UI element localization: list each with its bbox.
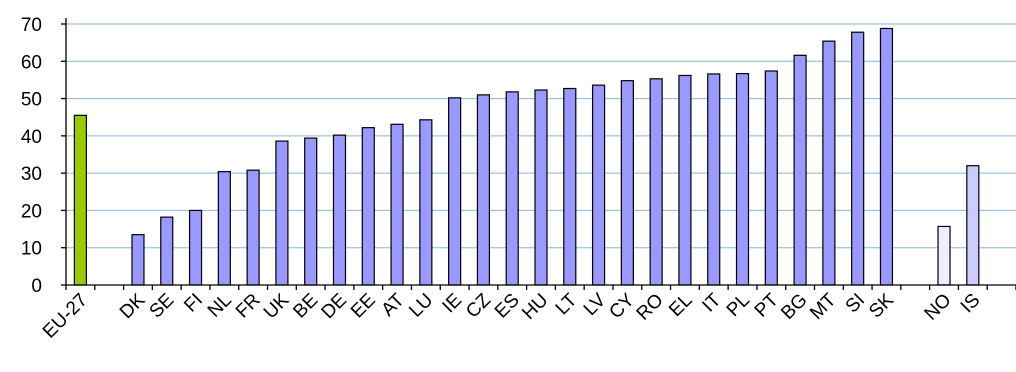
category-label: AT: [378, 289, 409, 320]
category-label: SK: [865, 289, 898, 322]
axes: [65, 18, 1016, 290]
y-tick-label: 50: [21, 90, 42, 111]
category-label: CZ: [462, 289, 495, 322]
y-tick-labels: 0 10 20 30 40 50 60 70: [21, 15, 66, 297]
bars: [73, 27, 980, 286]
bar-ee: [361, 127, 375, 286]
bar-be: [304, 137, 318, 286]
category-label: PT: [751, 289, 783, 321]
bar-mt: [822, 40, 836, 286]
bar-de: [332, 134, 347, 286]
bar-fi: [188, 209, 203, 286]
category-label: NL: [204, 290, 236, 322]
category-label: HU: [518, 290, 552, 324]
bar-at: [390, 123, 404, 286]
bar-cz: [476, 94, 491, 286]
bar-cy: [620, 80, 634, 286]
bar-el: [678, 74, 692, 286]
category-label: IS: [957, 290, 985, 318]
bar-bg: [793, 54, 807, 286]
category-label: SE: [146, 290, 179, 323]
bar-lu: [419, 119, 433, 286]
bar-sk: [879, 27, 894, 286]
category-label: FI: [180, 290, 207, 317]
y-tick-label: 40: [21, 127, 42, 148]
bar-hu: [534, 89, 548, 286]
category-label: LT: [552, 289, 582, 319]
category-label: DK: [116, 289, 150, 323]
bar-si: [851, 31, 865, 286]
y-tick-label: 70: [21, 15, 42, 36]
category-label: IT: [698, 289, 725, 316]
category-label: IE: [439, 290, 467, 318]
bar-lt: [563, 87, 577, 286]
category-label: DE: [317, 290, 351, 324]
category-label: MT: [806, 289, 841, 324]
bar-pl: [735, 72, 750, 286]
y-tick-label: 60: [21, 52, 42, 73]
y-tick-label: 0: [31, 276, 42, 297]
category-label: LU: [405, 290, 437, 322]
y-tick-label: 20: [21, 201, 42, 222]
category-label: BG: [777, 290, 811, 324]
bar-lv: [591, 84, 606, 286]
category-label: FR: [232, 290, 265, 323]
bar-uk: [275, 140, 289, 286]
category-label: BE: [289, 290, 322, 323]
bar-pt: [764, 70, 778, 286]
category-label: EE: [347, 290, 380, 323]
category-label: RO: [633, 290, 668, 325]
bar-no: [937, 225, 951, 286]
bar-ro: [649, 78, 663, 286]
category-label: NO: [921, 290, 956, 325]
bar-dk: [131, 234, 145, 286]
bar-nl: [217, 171, 231, 286]
category-label: EU-27: [39, 290, 92, 343]
y-tick-label: 10: [21, 239, 42, 260]
category-label: EL: [665, 290, 696, 321]
category-label: CY: [605, 289, 639, 323]
bar-es: [505, 91, 519, 286]
y-tick-label: 30: [21, 164, 42, 185]
category-label: PL: [723, 290, 754, 321]
category-label: LV: [580, 289, 611, 320]
bar-is: [966, 165, 980, 286]
category-label: ES: [491, 290, 524, 323]
category-label: UK: [260, 289, 294, 323]
bar-fr: [246, 169, 260, 286]
bar-it: [707, 73, 721, 286]
bar-se: [160, 216, 174, 286]
bar-eu-27: [73, 114, 87, 286]
category-label: SI: [842, 290, 870, 318]
bar-ie: [448, 97, 462, 286]
